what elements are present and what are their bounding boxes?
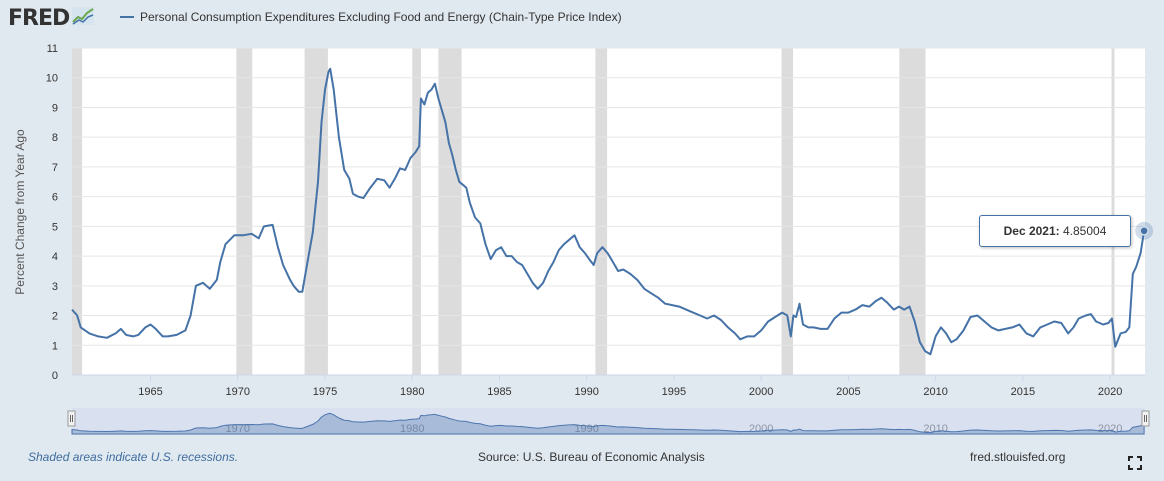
y-tick-label: 9: [52, 102, 58, 114]
navigator-label: 2010: [923, 423, 947, 435]
recession-band: [1111, 48, 1115, 375]
navigator-track: [72, 408, 1145, 434]
last-point-halo: [1135, 221, 1154, 240]
y-tick-label: 5: [52, 221, 58, 233]
recession-band: [304, 48, 328, 375]
logo-text: FRED: [8, 5, 70, 31]
x-axis-ticks: 1965 1970 1975 1980 1985 1990 1995 2000 2005 2010…: [72, 374, 1145, 398]
navigator-label: 1980: [400, 423, 424, 435]
y-tick-label: 3: [52, 281, 58, 293]
recession-note: Shaded areas indicate U.S. recessions.: [28, 450, 239, 464]
y-tick-label: 8: [52, 132, 58, 144]
legend-series-title: Personal Consumption Expenditures Exclud…: [140, 10, 622, 24]
x-tick-label: 1995: [662, 386, 686, 398]
x-tick-label: 2020: [1098, 386, 1122, 398]
recession-band: [438, 48, 462, 375]
site-link[interactable]: fred.stlouisfed.org: [970, 450, 1066, 464]
data-tooltip: Dec 2021: 4.85004: [979, 215, 1131, 247]
y-tick-label: 11: [47, 43, 58, 55]
y-tick-label: 6: [52, 192, 58, 204]
recession-band: [899, 48, 926, 375]
y-tick-label: 1: [52, 340, 58, 352]
x-tick-label: 1970: [226, 386, 250, 398]
navigator-selection[interactable]: [72, 408, 1145, 434]
legend-line-swatch: [120, 16, 134, 18]
fred-logo[interactable]: FRED: [8, 4, 95, 32]
trend-line-icon: [72, 6, 95, 30]
chart-legend[interactable]: Personal Consumption Expenditures Exclud…: [120, 10, 622, 24]
navigator-label: 1990: [574, 423, 598, 435]
navigator-label: 2000: [749, 423, 773, 435]
navigator-area: [71, 412, 1145, 435]
x-tick-label: 2000: [749, 386, 773, 398]
tooltip-value: 4.85004: [1063, 224, 1107, 238]
x-tick-label: 1975: [313, 386, 337, 398]
y-axis-title: Percent Change from Year Ago: [13, 129, 27, 295]
x-tick-label: 1980: [400, 386, 424, 398]
y-tick-label: 0: [52, 370, 58, 382]
y-tick-label: 7: [52, 162, 58, 174]
x-tick-label: 2015: [1011, 386, 1035, 398]
y-tick-label: 4: [52, 251, 58, 263]
range-navigator[interactable]: 1970 1980 1990 2000 2010 2020: [0, 0, 1164, 440]
x-tick-label: 2005: [836, 386, 860, 398]
recession-shading: [72, 48, 1115, 375]
y-tick-label: 10: [46, 73, 58, 85]
recession-band: [781, 48, 794, 375]
tooltip-date: Dec 2021:: [1003, 224, 1060, 238]
navigator-right-handle[interactable]: [1141, 410, 1150, 427]
source-credit: Source: U.S. Bureau of Economic Analysis: [478, 450, 705, 464]
last-point-marker[interactable]: [1139, 226, 1149, 236]
navigator-left-handle[interactable]: [67, 410, 76, 427]
navigator-label: 1970: [226, 423, 250, 435]
series-line[interactable]: [71, 67, 1146, 356]
x-tick-label: 1990: [574, 386, 598, 398]
y-tick-label: 2: [52, 311, 58, 323]
chart-footer: Shaded areas indicate U.S. recessions. S…: [0, 440, 1164, 481]
chart-header: FRED Personal Consumption Expenditures E…: [0, 0, 1164, 40]
x-tick-label: 1965: [138, 386, 162, 398]
x-tick-label: 1985: [487, 386, 511, 398]
fullscreen-icon[interactable]: [1128, 456, 1142, 470]
y-axis-ticks: 0 1 2 3 4 5 6 7 8 9 10 11: [46, 43, 58, 382]
recession-band: [412, 48, 421, 375]
recession-band: [236, 48, 253, 375]
recession-band: [72, 48, 83, 375]
recession-band: [595, 48, 608, 375]
x-tick-label: 2010: [923, 386, 947, 398]
